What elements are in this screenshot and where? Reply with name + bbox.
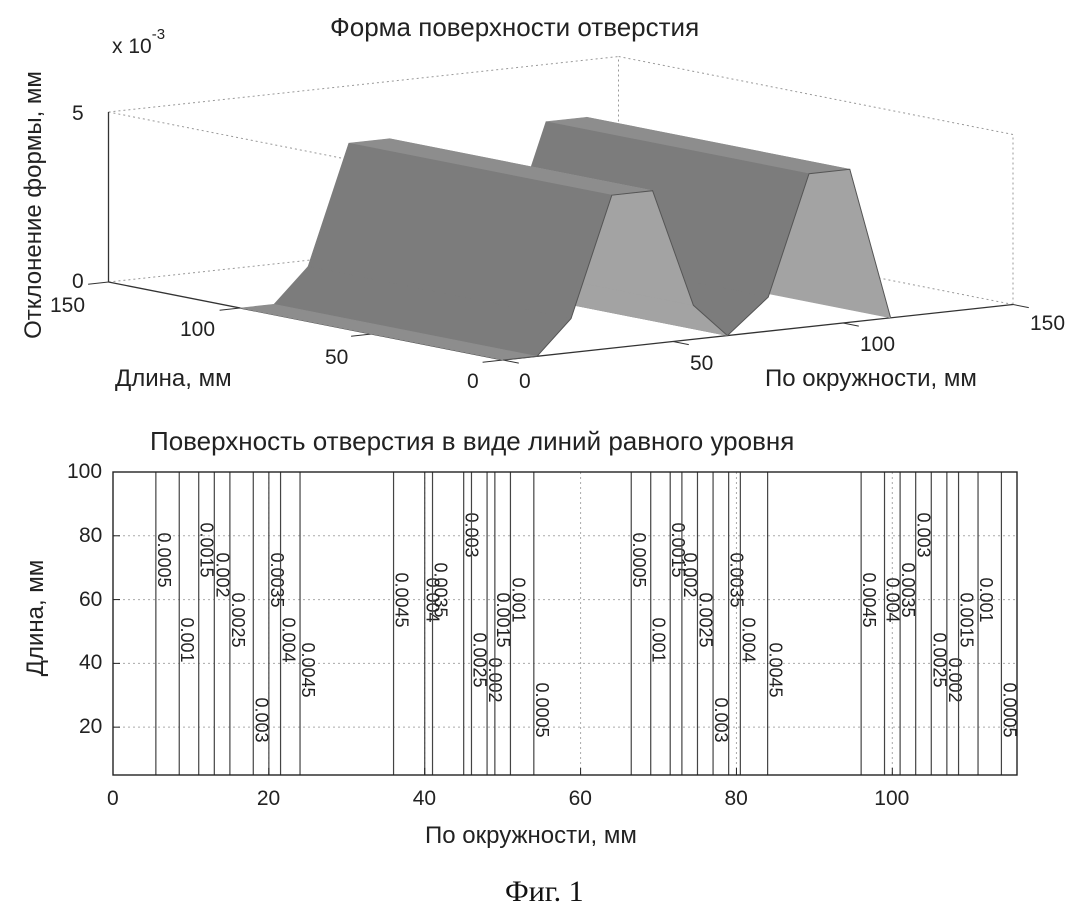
contour-level-label: 0.001 xyxy=(649,617,669,662)
figure-caption: Фиг. 1 xyxy=(505,875,584,909)
contour-level-label: 0.0035 xyxy=(267,552,287,607)
contour-level-label: 0.0045 xyxy=(298,642,318,697)
contour-level-label: 0.001 xyxy=(508,577,528,622)
contour-level-label: 0.0015 xyxy=(957,592,977,647)
contour-level-label: 0.0035 xyxy=(727,552,747,607)
contour-level-label: 0.0045 xyxy=(766,642,786,697)
contour-level-label: 0.002 xyxy=(945,657,965,702)
contour-level-label: 0.0045 xyxy=(392,572,412,627)
contour-level-label: 0.0025 xyxy=(228,592,248,647)
contour-level-label: 0.004 xyxy=(738,617,758,662)
contour-level-label: 0.0005 xyxy=(154,532,174,587)
contour-level-label: 0.0045 xyxy=(859,572,879,627)
contour-level-label: 0.004 xyxy=(279,617,299,662)
contour-level-label: 0.001 xyxy=(976,577,996,622)
contour-level-label: 0.0005 xyxy=(532,682,552,737)
contour-level-label: 0.0035 xyxy=(431,562,451,617)
contour-level-label: 0.001 xyxy=(177,617,197,662)
contour-level-label: 0.0005 xyxy=(629,532,649,587)
contour-xlabel: По окружности, мм xyxy=(425,822,637,850)
contour-plot: 0.00050.0010.00150.0020.00250.0030.00350… xyxy=(0,0,1081,820)
